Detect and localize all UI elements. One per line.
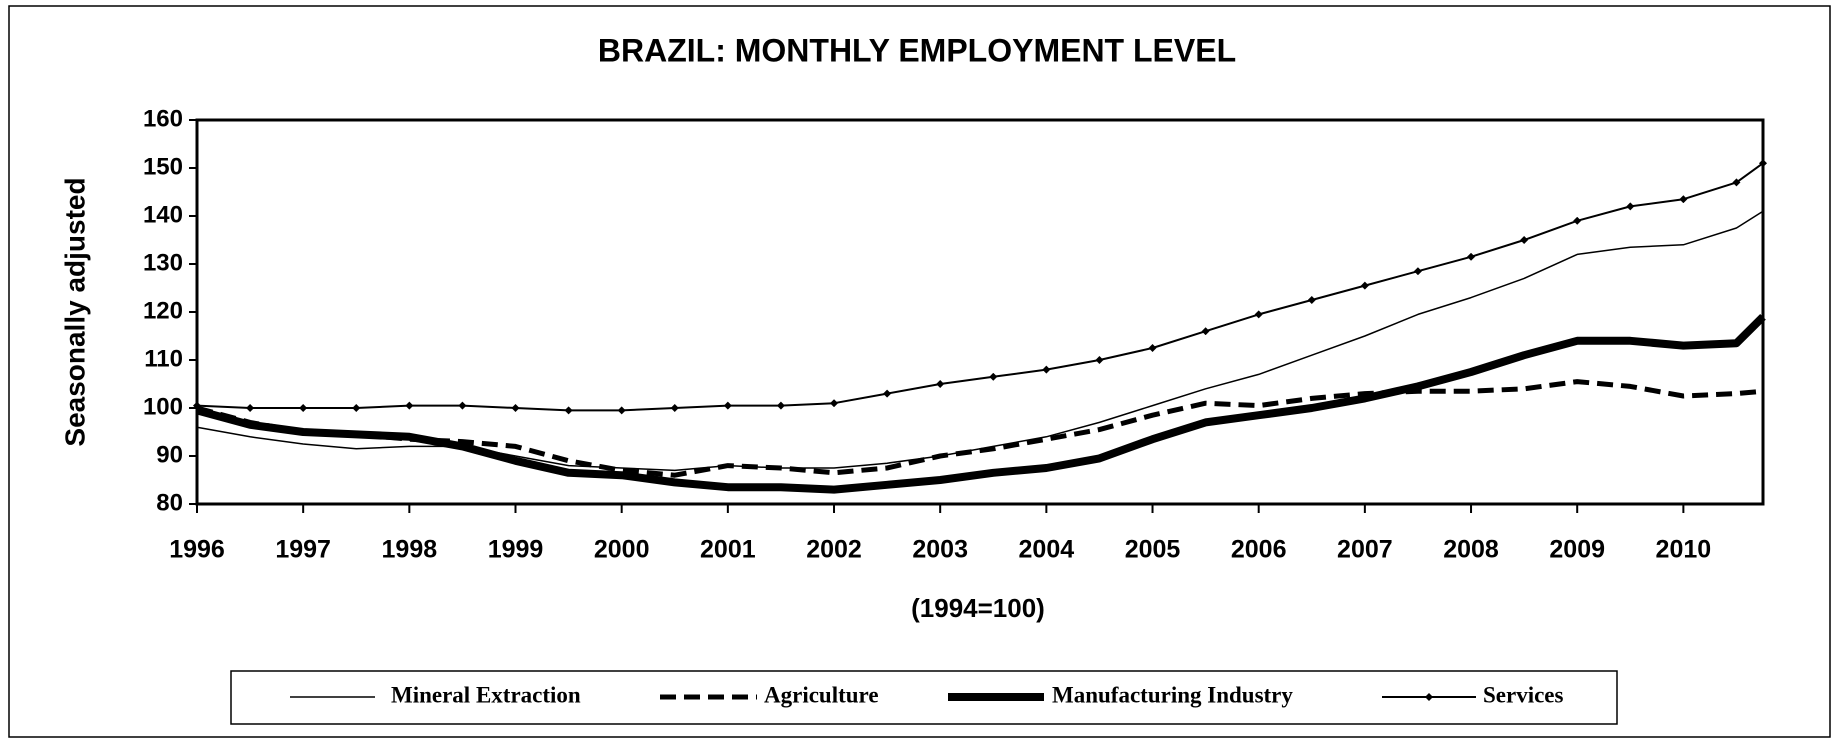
legend-label: Services bbox=[1483, 682, 1564, 707]
series-line bbox=[196, 210, 1764, 472]
y-tick-label: 120 bbox=[143, 297, 183, 324]
x-tick-label: 2010 bbox=[1656, 536, 1712, 564]
x-tick-label: 1999 bbox=[488, 536, 544, 564]
series-line bbox=[196, 379, 1764, 478]
chart-title: BRAZIL: MONTHLY EMPLOYMENT LEVEL bbox=[598, 32, 1236, 68]
x-axis-label: (1994=100) bbox=[911, 593, 1045, 623]
frame bbox=[8, 5, 1831, 738]
legend-label: Manufacturing Industry bbox=[1052, 682, 1293, 707]
x-tick-label: 1996 bbox=[169, 536, 225, 564]
x-tick-label: 2008 bbox=[1443, 536, 1499, 564]
x-tick-label: 2004 bbox=[1019, 536, 1075, 564]
y-tick-label: 140 bbox=[143, 201, 183, 228]
y-tick-label: 110 bbox=[144, 345, 183, 372]
y-tick-label: 130 bbox=[143, 249, 183, 276]
y-tick-label: 100 bbox=[143, 393, 183, 420]
y-tick-label: 160 bbox=[143, 105, 183, 132]
x-tick-label: 2003 bbox=[912, 536, 968, 564]
x-tick-label: 1998 bbox=[382, 536, 438, 564]
x-tick-label: 2006 bbox=[1231, 536, 1287, 564]
legend-box bbox=[230, 670, 1618, 725]
series-line bbox=[195, 313, 1766, 494]
x-tick-label: 2000 bbox=[594, 536, 650, 564]
x-tick-label: 2002 bbox=[806, 536, 862, 564]
y-tick-label: 150 bbox=[143, 153, 183, 180]
y-tick-label: 80 bbox=[156, 489, 183, 516]
x-tick-label: 2007 bbox=[1337, 536, 1393, 564]
x-tick-label: 2001 bbox=[700, 536, 756, 564]
series-line bbox=[193, 159, 1767, 415]
y-tick-label: 90 bbox=[156, 441, 183, 468]
x-tick-label: 2009 bbox=[1549, 536, 1605, 564]
x-tick-label: 1997 bbox=[275, 536, 331, 564]
x-tick-label: 2005 bbox=[1125, 536, 1181, 564]
y-axis-label: Seasonally adjusted bbox=[59, 177, 90, 446]
legend-label: Agriculture bbox=[764, 682, 879, 707]
legend-label: Mineral Extraction bbox=[391, 682, 581, 707]
